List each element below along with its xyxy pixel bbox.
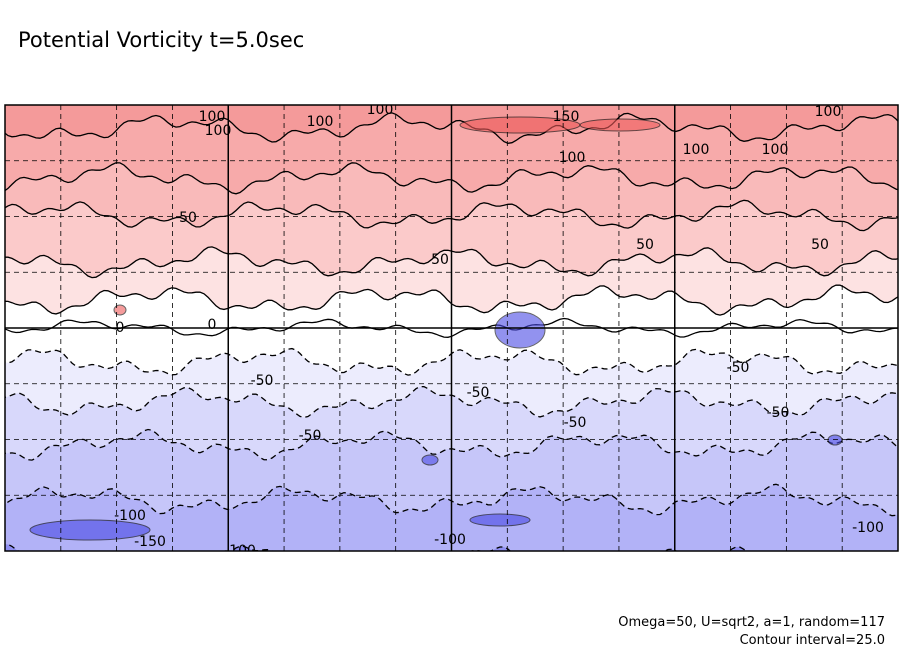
contour-label: 100	[367, 102, 394, 118]
contour-label: -100	[224, 543, 256, 559]
contour-line	[5, 246, 898, 279]
eddy	[421, 454, 439, 466]
contour-label: 0	[208, 317, 217, 333]
contour-label: 50	[811, 237, 829, 253]
contour-label: 50	[431, 252, 449, 268]
note: Omega=50, U=sqrt2, a=1, random=117	[618, 615, 885, 630]
contour-label: -50	[299, 428, 322, 444]
contour-label: -150	[134, 534, 166, 550]
contour-line	[5, 347, 898, 376]
contour-label: -50	[767, 405, 790, 421]
contour-label: 100	[205, 123, 232, 139]
contour-line	[5, 428, 898, 461]
contour-label: -50	[727, 360, 750, 376]
contour-line	[5, 162, 898, 195]
eddy	[827, 434, 843, 446]
chart-title: Potential Vorticity t=5.0sec	[18, 28, 304, 52]
contour-label: 50	[636, 237, 654, 253]
contour-label: -50	[467, 385, 490, 401]
contour-label: 100	[307, 114, 334, 130]
eddy	[494, 311, 546, 349]
contour-label: -50	[251, 373, 274, 389]
contour-label: 100	[199, 109, 226, 125]
contour-label: 100	[559, 150, 586, 166]
contour-label: 100	[815, 104, 842, 120]
eddy	[469, 513, 531, 527]
contour-line	[5, 483, 898, 517]
grid	[5, 105, 898, 551]
contour-line	[5, 199, 898, 232]
contour-label: -100	[852, 520, 884, 536]
note: Contour interval=25.0	[740, 633, 885, 648]
eddy	[29, 519, 151, 541]
contour-line	[5, 112, 898, 144]
contour-label: -50	[564, 415, 587, 431]
contour-line	[5, 385, 898, 419]
plot-frame	[4, 104, 899, 552]
contour-line	[5, 284, 898, 316]
contour-label: 150	[553, 109, 580, 125]
eddy	[113, 304, 127, 316]
contour-label: 100	[762, 142, 789, 158]
contour-label: -100	[434, 532, 466, 548]
contour-label: 50	[179, 210, 197, 226]
contour-label: 100	[683, 142, 710, 158]
eddy	[579, 118, 661, 132]
contour-label: -100	[114, 508, 146, 524]
